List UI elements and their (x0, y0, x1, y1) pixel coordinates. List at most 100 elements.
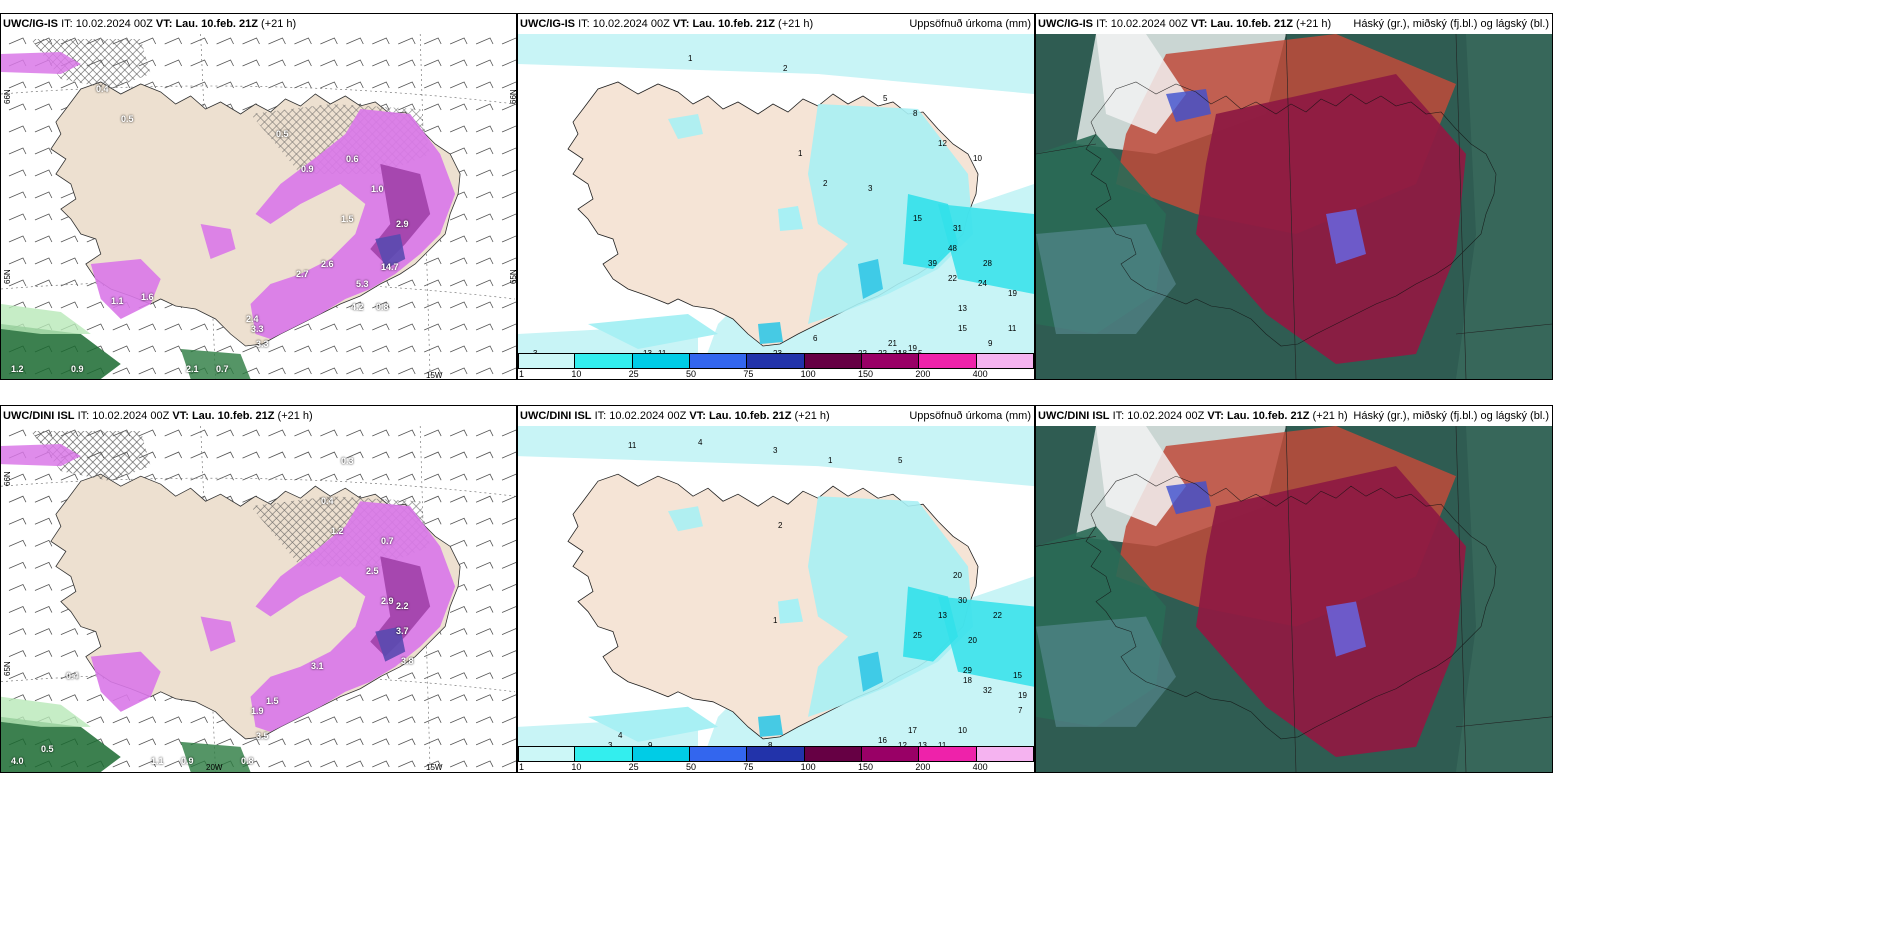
model-name: UWC/DINI ISL (1038, 410, 1110, 422)
precip-amount-label: 48 (948, 244, 957, 253)
precip-amount-label: 10 (973, 154, 982, 163)
precip-amount-label: 3.7 (396, 626, 409, 636)
panel-variable-title: Uppsöfnuð úrkoma (mm) (909, 410, 1031, 422)
model-name: UWC/IG-IS (1038, 18, 1093, 30)
lead-time: (+21 h) (778, 18, 814, 30)
precip-amount-label: 8 (768, 741, 772, 750)
precip-amount-label: 15 (913, 214, 922, 223)
valid-time: Lau. 10.feb. 21Z (1210, 18, 1293, 30)
precip-amount-label: 2.4 (246, 314, 259, 324)
vt-label: VT: (689, 410, 706, 422)
precip-amount-label: 1.1 (111, 296, 124, 306)
panel-header: UWC/IG-IS IT: 10.02.2024 00Z VT: Lau. 10… (518, 14, 1034, 34)
precip-amount-label: 2 (778, 521, 783, 530)
lead-time: (+21 h) (277, 410, 313, 422)
precip-amount-label: 1 (828, 456, 833, 465)
colorbar-tick-label: 150 (858, 369, 874, 379)
colorbar-tick-label: 200 (915, 762, 931, 772)
precip-colorbar: 1 10 25 50 75 100 150 200 400 (518, 353, 1034, 379)
precip-amount-label: 1 (773, 616, 778, 625)
precip-amount-label: 0.8 (376, 302, 389, 312)
precip-colorbar: 1 10 25 50 75 100 150 200 400 (518, 746, 1034, 772)
precip-amount-label: 0.7 (381, 536, 394, 546)
colorbar-swatch (919, 353, 977, 369)
precip-amount-label: 0.9 (71, 364, 84, 374)
map-panel-dini-cloud: UWC/DINI ISL IT: 10.02.2024 00Z VT: Lau.… (1035, 405, 1553, 773)
precip-amount-label: 12 (898, 741, 907, 750)
precip-amount-label: 10 (958, 726, 967, 735)
precip-amount-label: 2.9 (381, 596, 394, 606)
colorbar-swatch (518, 746, 576, 762)
map-panel-igis-cloud: UWC/IG-IS IT: 10.02.2024 00Z VT: Lau. 10… (1035, 13, 1553, 380)
precip-amount-label: 12 (938, 139, 947, 148)
axis-coordinate-label: 65N (3, 269, 12, 284)
precip-amount-label: 22 (948, 274, 957, 283)
colorbar-tick-label: 25 (628, 369, 639, 379)
colorbar-tick-label: 25 (628, 762, 639, 772)
map-area (518, 426, 1034, 772)
colorbar-swatch (862, 746, 920, 762)
vt-label: VT: (672, 18, 690, 30)
iceland-map (518, 34, 1034, 379)
vt-label: VT: (155, 18, 173, 30)
iceland-map (1036, 426, 1552, 772)
model-name: UWC/IG-IS (3, 18, 58, 30)
model-name: UWC/DINI ISL (3, 410, 75, 422)
precip-amount-label: 5 (898, 456, 903, 465)
precip-amount-label: 2.7 (296, 269, 309, 279)
precip-amount-label: 15 (1013, 671, 1022, 680)
precip-amount-label: 24 (978, 279, 987, 288)
panel-header: UWC/DINI ISL IT: 10.02.2024 00Z VT: Lau.… (1, 406, 516, 426)
precip-amount-label: 1 (688, 54, 693, 63)
precip-amount-label: 6 (813, 334, 818, 343)
colorbar-swatch (575, 746, 633, 762)
precip-amount-label: 2.1 (186, 364, 199, 374)
lead-time: (+21 h) (794, 410, 830, 422)
precip-amount-label: 1.9 (251, 706, 264, 716)
precip-amount-label: 5.3 (356, 279, 369, 289)
precip-amount-label: 3 (868, 184, 873, 193)
colorbar-tick-label: 200 (915, 369, 931, 379)
map-area (1036, 34, 1552, 379)
colorbar-swatch (575, 353, 633, 369)
vt-label: VT: (172, 410, 189, 422)
map-panel-dini-precip: UWC/DINI ISL IT: 10.02.2024 00Z VT: Lau.… (517, 405, 1035, 773)
precip-amount-label: 7 (1018, 706, 1023, 715)
precip-amount-label: 1.5 (266, 696, 279, 706)
init-time: 10.02.2024 00Z (592, 18, 670, 30)
precip-amount-label: 2.2 (396, 601, 409, 611)
precip-amount-label: 22 (993, 611, 1002, 620)
colorbar-tick-label: 100 (800, 369, 816, 379)
panel-variable-title: Háský (gr.), miðský (fj.bl.) og lágský (… (1353, 18, 1549, 30)
colorbar-swatch (804, 353, 862, 369)
map-area (1, 34, 516, 379)
precip-amount-label: 3.8 (401, 656, 414, 666)
colorbar-tick-label: 400 (972, 369, 988, 379)
precip-amount-label: 0.4 (96, 84, 109, 94)
lead-time: (+21 h) (261, 18, 297, 30)
precip-amount-label: 3.1 (311, 661, 324, 671)
map-area (518, 34, 1034, 379)
model-name: UWC/IG-IS (520, 18, 575, 30)
precip-amount-label: 9 (648, 741, 652, 750)
precip-amount-label: 32 (983, 686, 992, 695)
precip-amount-label: 2.6 (321, 259, 334, 269)
precip-amount-label: 0.5 (41, 744, 54, 754)
precip-amount-label: 16 (878, 736, 887, 745)
map-area (1036, 426, 1552, 772)
vt-label: VT: (1190, 18, 1208, 30)
it-label: IT: (1096, 18, 1108, 30)
precip-amount-label: 0.4 (321, 496, 334, 506)
precip-amount-label: 31 (953, 224, 962, 233)
valid-time: Lau. 10.feb. 21Z (175, 18, 258, 30)
colorbar-swatch (690, 746, 748, 762)
valid-time: Lau. 10.feb. 21Z (708, 410, 792, 422)
precip-amount-label: 20 (968, 636, 977, 645)
precip-amount-label: 2 (823, 179, 828, 188)
precip-amount-label: 25 (913, 631, 922, 640)
iceland-map (518, 426, 1034, 772)
colorbar-tick-label: 150 (858, 762, 874, 772)
precip-amount-label: 0.3 (341, 456, 354, 466)
precip-amount-label: 3 (773, 446, 778, 455)
model-name: UWC/DINI ISL (520, 410, 592, 422)
